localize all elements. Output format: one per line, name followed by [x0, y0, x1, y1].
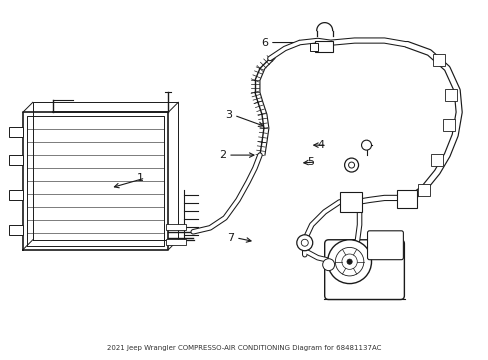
- Circle shape: [341, 254, 357, 269]
- Circle shape: [344, 158, 358, 172]
- Circle shape: [327, 240, 371, 284]
- Text: 6: 6: [261, 37, 267, 48]
- Bar: [444, 89, 456, 101]
- Text: 2: 2: [219, 150, 225, 160]
- Bar: [397, 190, 416, 208]
- Bar: [9, 190, 23, 200]
- Text: 7: 7: [226, 233, 234, 243]
- Bar: [430, 154, 442, 166]
- FancyBboxPatch shape: [367, 231, 403, 260]
- Text: 8: 8: [344, 271, 351, 281]
- Bar: [432, 54, 444, 67]
- Bar: [309, 42, 317, 50]
- Text: 4: 4: [317, 140, 324, 150]
- Circle shape: [296, 235, 312, 251]
- FancyBboxPatch shape: [324, 240, 404, 300]
- Text: 2021 Jeep Wrangler COMPRESSO-AIR CONDITIONING Diagram for 68481137AC: 2021 Jeep Wrangler COMPRESSO-AIR CONDITI…: [106, 345, 381, 351]
- Bar: [9, 155, 23, 165]
- Text: 5: 5: [306, 157, 313, 167]
- Circle shape: [346, 259, 351, 264]
- Bar: [166, 224, 186, 230]
- Circle shape: [335, 247, 363, 276]
- Text: 3: 3: [224, 110, 232, 120]
- Circle shape: [301, 239, 307, 246]
- Text: 1: 1: [136, 173, 143, 183]
- Bar: [314, 41, 332, 53]
- Bar: [442, 119, 454, 131]
- Bar: [9, 225, 23, 235]
- Circle shape: [322, 259, 334, 271]
- Bar: [417, 184, 429, 196]
- Circle shape: [348, 162, 354, 168]
- Circle shape: [361, 140, 371, 150]
- Bar: [166, 239, 186, 245]
- Bar: [339, 192, 361, 212]
- Bar: [9, 127, 23, 137]
